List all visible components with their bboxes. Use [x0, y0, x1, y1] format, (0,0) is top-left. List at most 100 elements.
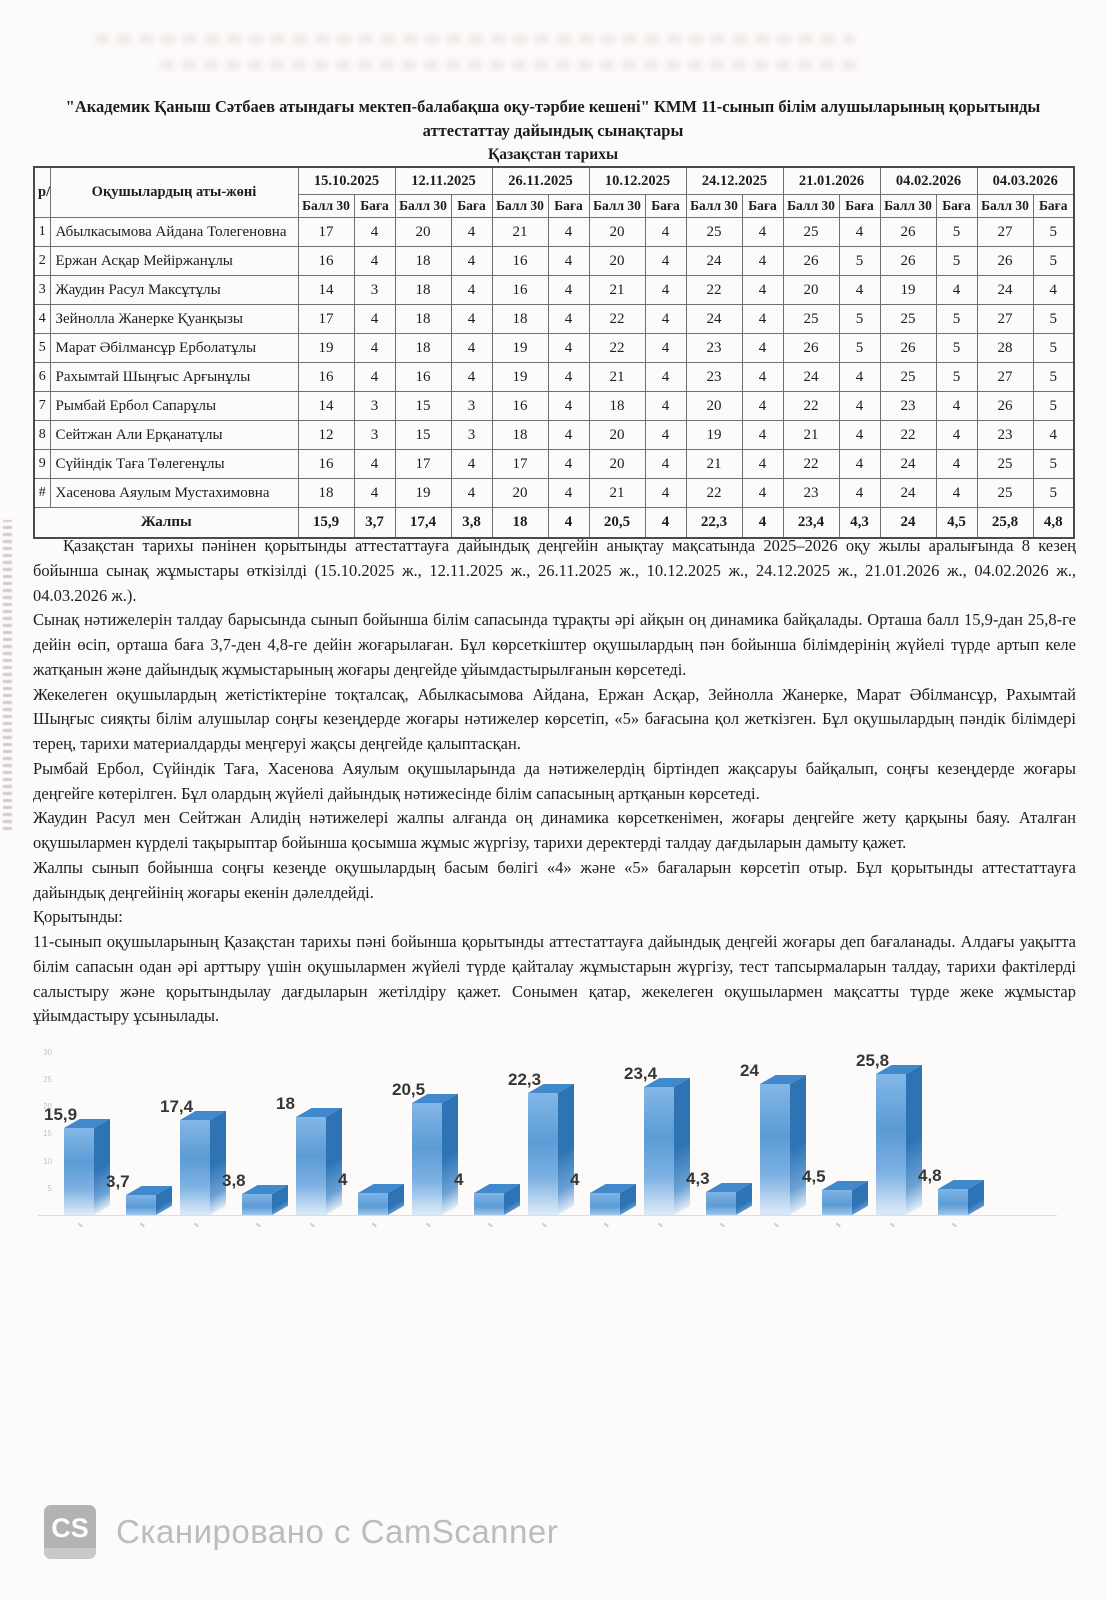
student-row: 1 Абылкасымова Айдана Толегеновна 17 4 20 4 21…	[33, 217, 1075, 247]
y-axis-tick-label: 10	[43, 1156, 52, 1166]
bar-value-label: 22,3	[508, 1070, 542, 1089]
x-axis-tick-mark	[542, 1222, 547, 1227]
x-axis-tick-mark	[140, 1222, 145, 1227]
x-axis-tick-mark	[774, 1222, 779, 1227]
score-bar	[64, 1118, 110, 1215]
score-bar	[296, 1107, 342, 1215]
score-cell: 18	[394, 246, 452, 276]
y-axis-tick-label: 25	[43, 1074, 52, 1084]
score-cell: 25	[879, 362, 937, 392]
grade-cell: 5	[838, 304, 881, 334]
report-paragraph: Жекелеген оқушылардың жетістіктеріне тоқ…	[33, 684, 1076, 754]
grade-cell: 4	[353, 449, 396, 479]
bleedthrough-artifact	[95, 34, 855, 44]
grade-cell: 5	[838, 246, 881, 276]
student-name: Ержан Асқар Мейіржанұлы	[49, 246, 299, 276]
grade-cell: 4	[838, 362, 881, 392]
grade-cell: 4	[644, 478, 687, 508]
report-paragraph: Қазақстан тарихы пәнінен қорытынды аттес…	[33, 536, 1076, 605]
score-cell: 16	[297, 449, 355, 479]
grade-cell: 4	[741, 217, 784, 247]
column-header-date: 10.12.2025	[588, 166, 687, 195]
x-axis-tick-mark	[194, 1222, 199, 1227]
subcolumn-header-score: Балл 30	[394, 194, 452, 218]
y-axis-tick-label: 20	[43, 1102, 52, 1111]
grade-cell: 4	[935, 449, 978, 479]
x-axis-tick-mark	[658, 1222, 663, 1227]
score-cell: 24	[879, 449, 937, 479]
score-cell: 22	[685, 275, 743, 305]
score-cell: 22	[588, 304, 646, 334]
grade-cell: 4	[450, 275, 493, 305]
grade-cell: 4	[450, 333, 493, 363]
score-cell: 21	[782, 420, 840, 450]
grade-cell: 5	[1032, 246, 1075, 276]
bar-value-label: 3,8	[222, 1171, 246, 1190]
bar-front-face	[180, 1120, 210, 1215]
grade-cell: 4	[935, 478, 978, 508]
document-title-line1: "Академик Қаныш Сәтбаев атындағы мектеп-…	[65, 97, 1041, 116]
student-row: # Хасенова Аяулым Мустахимовна 18 4 19 4 20 4 21…	[33, 478, 1075, 508]
grade-cell: 4	[741, 246, 784, 276]
bar-value-label: 4	[338, 1170, 348, 1189]
score-cell: 27	[976, 304, 1034, 334]
bar-front-face	[474, 1193, 504, 1215]
bar-side-face	[906, 1064, 922, 1215]
x-axis-tick-mark	[372, 1222, 377, 1227]
subcolumn-header-grade: Баға	[1032, 194, 1075, 218]
score-cell: 15	[394, 391, 452, 421]
score-cell: 25	[976, 449, 1034, 479]
column-header-date: 26.11.2025	[491, 166, 590, 195]
grade-cell: 5	[1032, 449, 1075, 479]
grade-cell: 4	[741, 304, 784, 334]
score-cell: 20	[588, 217, 646, 247]
grade-bar	[590, 1183, 636, 1215]
column-header-date: 12.11.2025	[394, 166, 493, 195]
score-bar	[412, 1093, 458, 1215]
score-cell: 25	[782, 304, 840, 334]
bar-value-label: 4,5	[802, 1167, 826, 1186]
grade-cell: 4	[935, 275, 978, 305]
student-row: 9 Сүйіндік Таға Төлегенұлы 16 4 17 4 17 4 20 4 21 4…	[33, 449, 1075, 479]
score-cell: 17	[491, 449, 549, 479]
bar-front-face	[706, 1192, 736, 1215]
grade-cell: 5	[838, 333, 881, 363]
score-cell: 22	[782, 449, 840, 479]
grade-bar	[242, 1184, 288, 1215]
grade-cell: 4	[547, 362, 590, 392]
score-cell: 22	[879, 420, 937, 450]
grade-cell: 4	[547, 420, 590, 450]
bar-front-face	[358, 1193, 388, 1215]
bar-side-face	[442, 1093, 458, 1215]
bar-front-face	[644, 1087, 674, 1215]
score-bar	[760, 1074, 806, 1215]
student-name: Рахымтай Шыңғыс Арғынұлы	[49, 362, 299, 392]
average-score-cell: 23,4	[782, 507, 840, 539]
grade-cell: 3	[450, 420, 493, 450]
grade-cell: 4	[644, 304, 687, 334]
bar-value-label: 23,4	[624, 1064, 658, 1083]
x-axis-tick-mark	[890, 1222, 895, 1227]
score-cell: 16	[297, 246, 355, 276]
score-cell: 18	[394, 333, 452, 363]
grade-cell: 4	[450, 362, 493, 392]
score-cell: 15	[394, 420, 452, 450]
student-row-number: 9	[33, 449, 51, 479]
subcolumn-header-score: Балл 30	[685, 194, 743, 218]
grade-cell: 5	[935, 304, 978, 334]
table-header-dates-row: р/сОқушылардың аты-жөні15.10.202512.11.2…	[33, 166, 1075, 218]
table-header-subcolumns-row: Балл 30 Баға Балл 30 Баға Балл 30 Баға Балл 30…	[34, 194, 1075, 218]
bar-front-face	[412, 1103, 442, 1215]
score-cell: 20	[588, 420, 646, 450]
subcolumn-header-grade: Баға	[644, 194, 687, 218]
x-axis-tick-mark	[836, 1222, 841, 1227]
report-paragraph: Жаудин Расул мен Сейтжан Алидің нәтижеле…	[33, 808, 1076, 852]
bar-value-label: 4,8	[918, 1166, 942, 1185]
score-cell: 16	[491, 391, 549, 421]
report-paragraph: Қорытынды:	[33, 907, 123, 927]
grade-cell: 4	[644, 246, 687, 276]
grade-cell: 4	[741, 333, 784, 363]
average-score-cell: 20,5	[588, 507, 646, 539]
grade-cell: 4	[450, 217, 493, 247]
